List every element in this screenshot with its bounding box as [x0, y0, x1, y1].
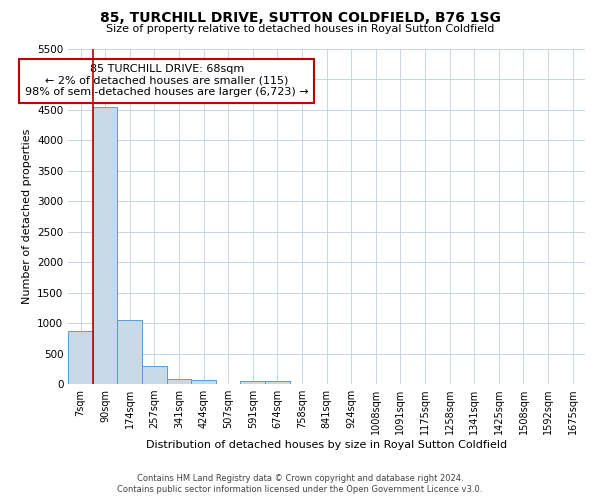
X-axis label: Distribution of detached houses by size in Royal Sutton Coldfield: Distribution of detached houses by size …	[146, 440, 507, 450]
Bar	[142, 366, 167, 384]
Bar	[93, 108, 118, 384]
Bar	[265, 381, 290, 384]
Y-axis label: Number of detached properties: Number of detached properties	[22, 129, 32, 304]
Text: 85 TURCHILL DRIVE: 68sqm
← 2% of detached houses are smaller (115)
98% of semi-d: 85 TURCHILL DRIVE: 68sqm ← 2% of detache…	[25, 64, 308, 98]
Bar	[167, 379, 191, 384]
Text: Size of property relative to detached houses in Royal Sutton Coldfield: Size of property relative to detached ho…	[106, 24, 494, 34]
Bar	[68, 331, 93, 384]
Text: Contains HM Land Registry data © Crown copyright and database right 2024.
Contai: Contains HM Land Registry data © Crown c…	[118, 474, 482, 494]
Text: 85, TURCHILL DRIVE, SUTTON COLDFIELD, B76 1SG: 85, TURCHILL DRIVE, SUTTON COLDFIELD, B7…	[100, 11, 500, 25]
Bar	[118, 320, 142, 384]
Bar	[191, 380, 216, 384]
Bar	[241, 381, 265, 384]
